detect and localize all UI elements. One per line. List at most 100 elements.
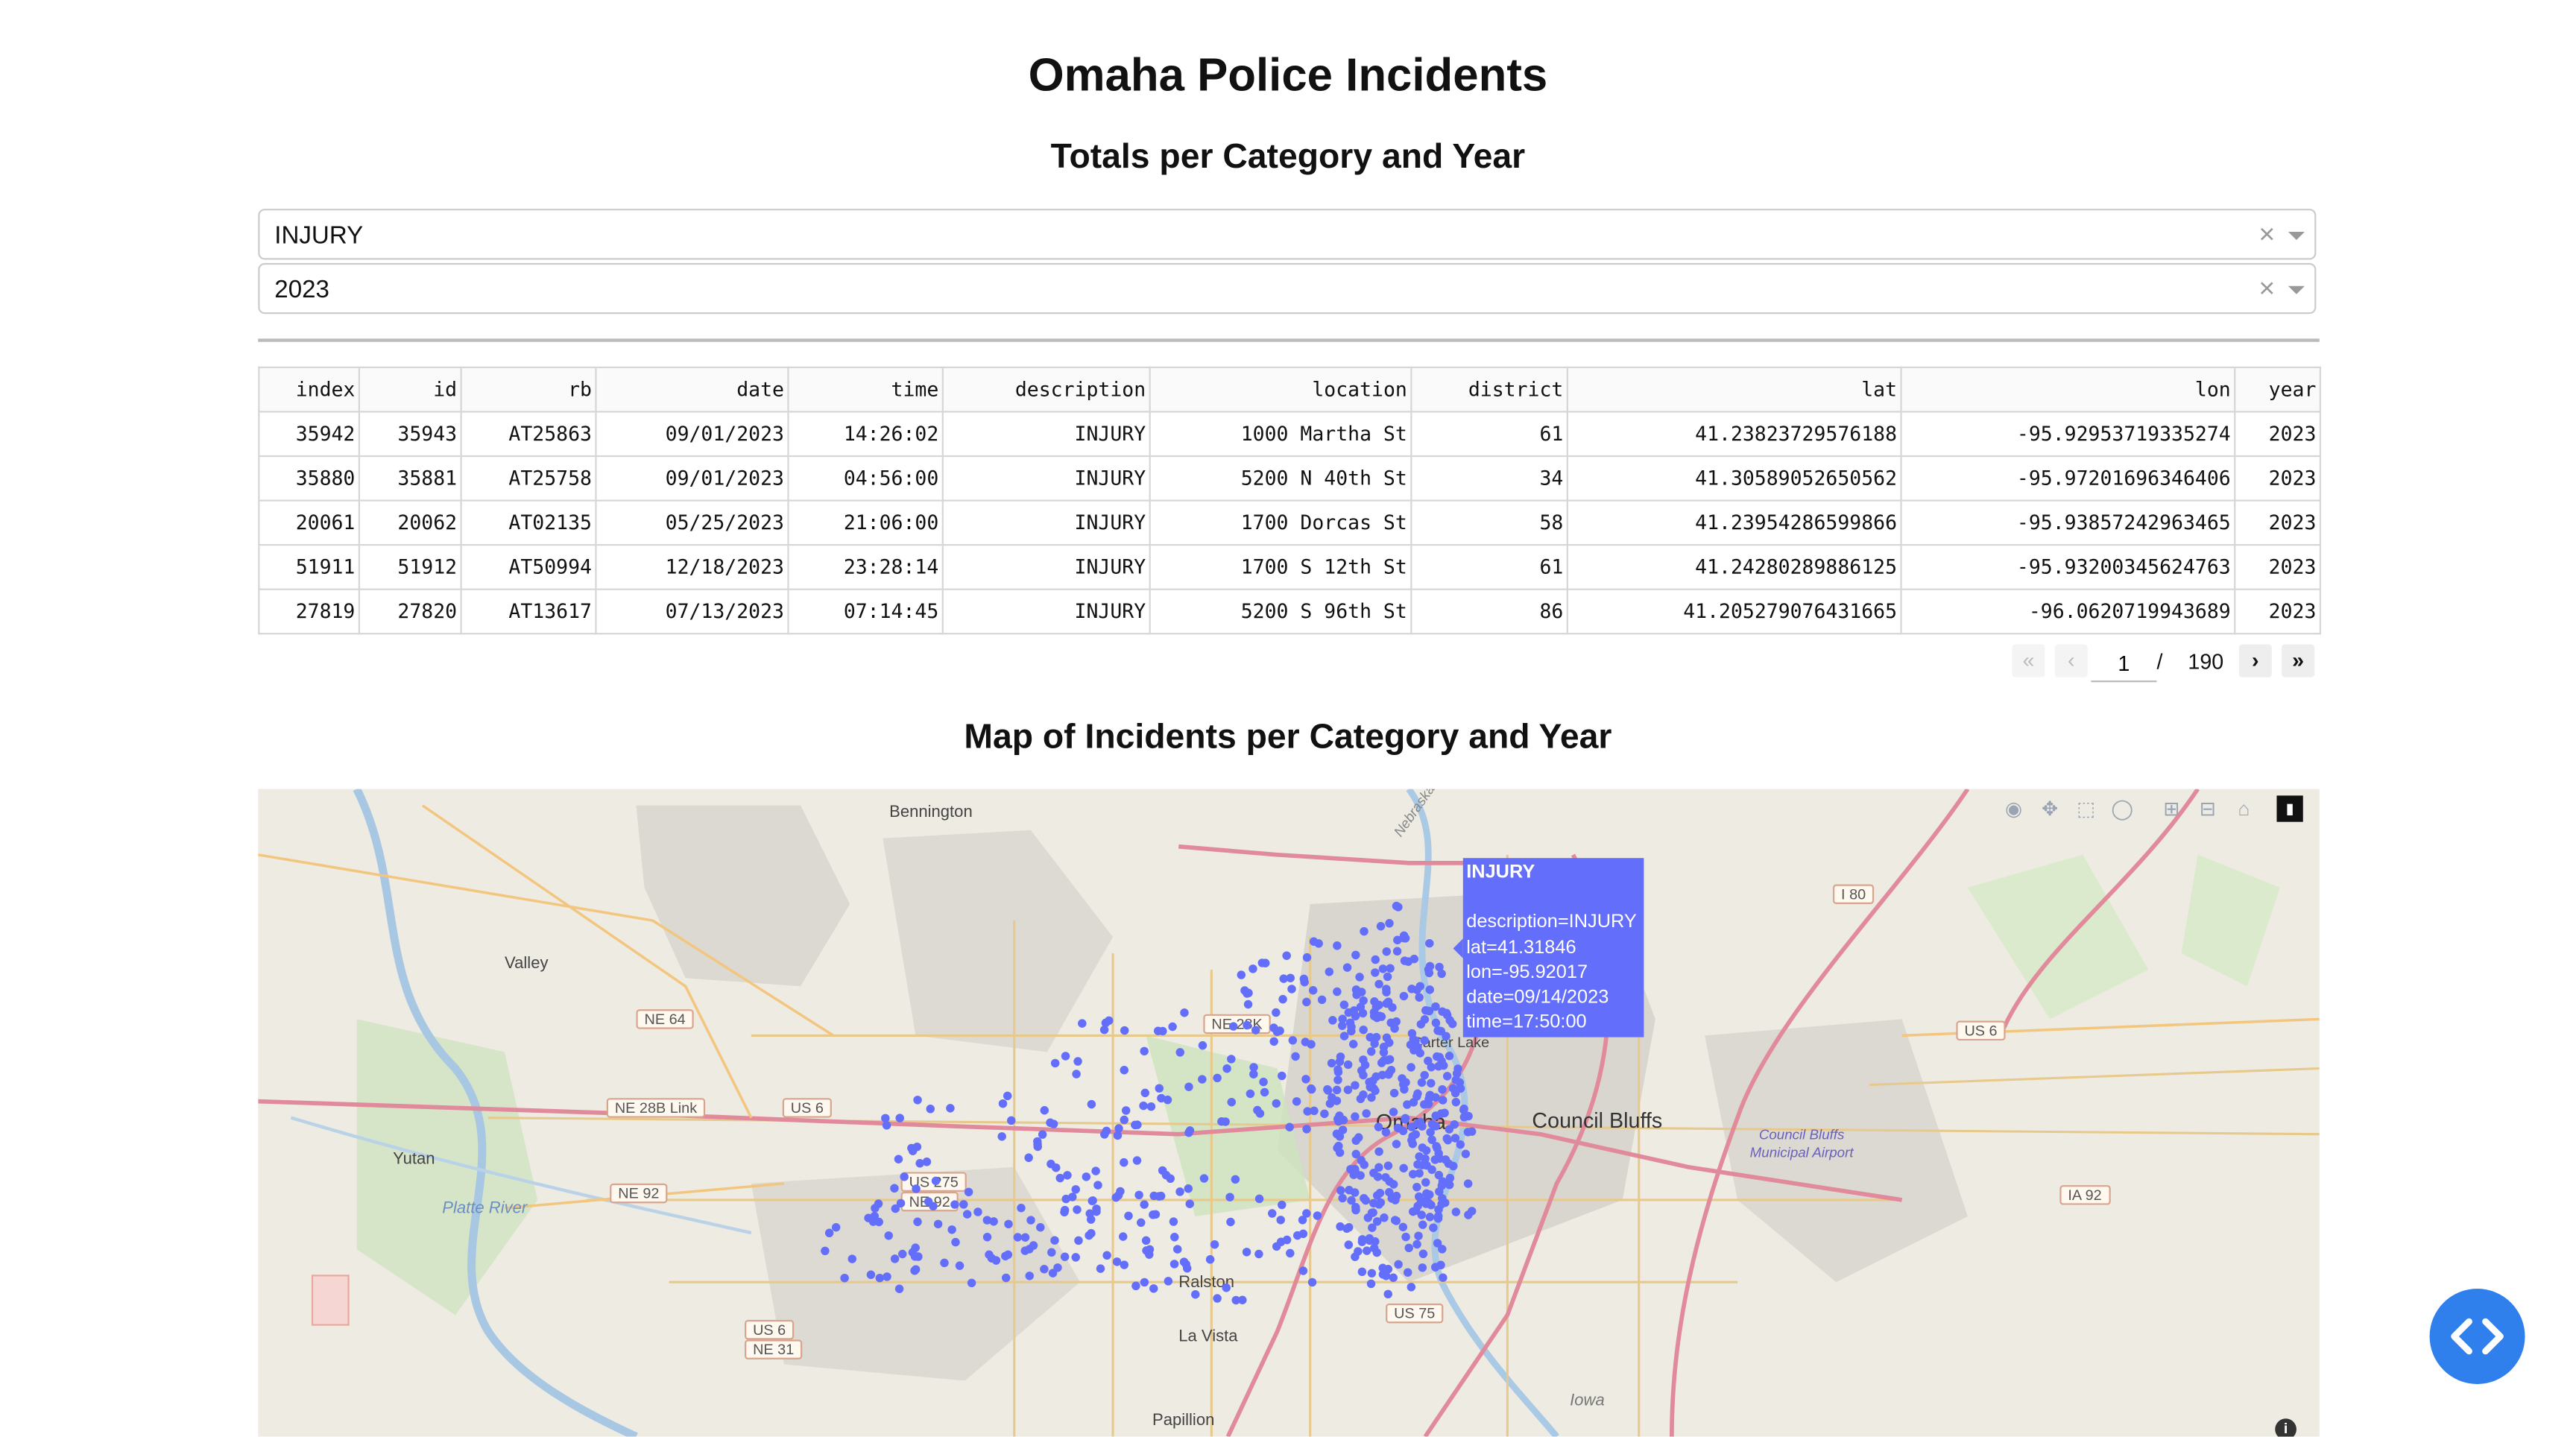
incident-marker[interactable] (1369, 1169, 1378, 1178)
incident-marker[interactable] (1399, 1163, 1408, 1173)
incident-marker[interactable] (1357, 1156, 1366, 1165)
incident-marker[interactable] (1424, 1006, 1434, 1016)
incident-marker[interactable] (1249, 1063, 1258, 1072)
incident-marker[interactable] (1024, 1153, 1033, 1162)
incident-marker[interactable] (1356, 1094, 1366, 1104)
incident-marker[interactable] (1437, 969, 1446, 979)
incident-marker[interactable] (1096, 1264, 1105, 1273)
incident-marker[interactable] (1381, 1128, 1391, 1137)
incident-marker[interactable] (1347, 1196, 1356, 1205)
incident-marker[interactable] (1372, 1217, 1382, 1226)
column-header[interactable]: district (1410, 366, 1568, 413)
incident-marker[interactable] (1409, 1169, 1418, 1179)
incident-marker[interactable] (1025, 1272, 1034, 1280)
table-cell[interactable]: AT13617 (460, 588, 597, 635)
incident-marker[interactable] (1227, 1055, 1236, 1064)
code-toggle-button[interactable] (2429, 1289, 2525, 1384)
next-page-button[interactable]: › (2238, 644, 2272, 678)
incident-marker[interactable] (1371, 1032, 1381, 1042)
incident-marker[interactable] (1456, 1084, 1465, 1093)
incident-marker[interactable] (1227, 1097, 1237, 1107)
table-cell[interactable]: AT25863 (460, 411, 597, 458)
incident-marker[interactable] (1387, 1194, 1397, 1203)
incident-marker[interactable] (1149, 1284, 1158, 1293)
incident-marker[interactable] (1082, 1172, 1091, 1181)
table-cell[interactable]: 27820 (358, 588, 462, 635)
incident-marker[interactable] (1046, 1118, 1055, 1128)
incident-marker[interactable] (1157, 1093, 1166, 1103)
incident-marker[interactable] (1088, 1196, 1097, 1205)
incident-marker[interactable] (1440, 1108, 1449, 1118)
incident-marker[interactable] (1351, 1252, 1360, 1261)
table-cell[interactable]: INJURY (941, 543, 1151, 590)
incident-marker[interactable] (997, 1132, 1006, 1141)
incident-marker[interactable] (1161, 1170, 1171, 1180)
incident-marker[interactable] (895, 1114, 904, 1122)
table-cell[interactable]: 35880 (258, 455, 360, 502)
incident-marker[interactable] (1360, 926, 1368, 936)
incident-marker[interactable] (1026, 1216, 1035, 1225)
incident-marker[interactable] (840, 1273, 849, 1283)
incident-marker[interactable] (1336, 1186, 1345, 1195)
incident-marker[interactable] (1272, 1099, 1281, 1108)
incident-marker[interactable] (1338, 1014, 1347, 1023)
incident-marker[interactable] (1339, 1032, 1349, 1040)
incident-marker[interactable] (1429, 1223, 1438, 1232)
incident-marker[interactable] (1372, 1248, 1381, 1257)
incident-marker[interactable] (868, 1217, 878, 1226)
incident-marker[interactable] (1401, 1232, 1410, 1242)
incident-marker[interactable] (1366, 1032, 1374, 1042)
incident-marker[interactable] (1145, 1250, 1154, 1259)
incident-marker[interactable] (1367, 1047, 1376, 1056)
incident-marker[interactable] (1299, 974, 1309, 984)
incident-marker[interactable] (1278, 1071, 1287, 1081)
incident-marker[interactable] (1417, 1210, 1426, 1219)
incident-marker[interactable] (1050, 1058, 1060, 1068)
incident-marker[interactable] (1374, 1147, 1383, 1156)
incident-marker[interactable] (964, 1187, 973, 1197)
incident-marker[interactable] (1140, 1200, 1149, 1209)
incident-marker[interactable] (1146, 1102, 1156, 1111)
incident-marker[interactable] (884, 1231, 893, 1240)
incident-marker[interactable] (947, 1225, 956, 1234)
incident-marker[interactable] (1359, 1070, 1368, 1080)
incident-marker[interactable] (1132, 1156, 1142, 1165)
column-header[interactable]: index (258, 366, 360, 413)
incident-marker[interactable] (1407, 1122, 1416, 1131)
incident-marker[interactable] (1433, 1026, 1442, 1035)
incident-marker[interactable] (1403, 1100, 1412, 1109)
incident-marker[interactable] (1068, 1193, 1077, 1201)
incident-marker[interactable] (1407, 1063, 1415, 1072)
incident-marker[interactable] (1385, 919, 1394, 928)
incident-marker[interactable] (1383, 972, 1392, 982)
incident-marker[interactable] (821, 1246, 830, 1256)
incident-marker[interactable] (1442, 1072, 1452, 1081)
incident-marker[interactable] (1175, 1187, 1184, 1196)
incident-marker[interactable] (1112, 1257, 1122, 1266)
incident-marker[interactable] (1120, 1026, 1129, 1035)
incident-marker[interactable] (1071, 1185, 1080, 1194)
incident-marker[interactable] (1369, 1198, 1378, 1208)
incident-marker[interactable] (881, 1114, 890, 1123)
chevron-down-icon[interactable] (2288, 285, 2305, 294)
incident-marker[interactable] (1278, 994, 1287, 1004)
incident-marker[interactable] (1389, 1273, 1398, 1282)
incident-marker[interactable] (900, 1172, 909, 1181)
incident-marker[interactable] (1205, 1255, 1215, 1264)
incident-marker[interactable] (1279, 974, 1288, 983)
table-cell[interactable]: 20061 (258, 499, 360, 546)
category-dropdown[interactable]: INJURY × (258, 209, 2317, 260)
incident-marker[interactable] (1213, 1294, 1222, 1303)
incident-marker[interactable] (1113, 1131, 1123, 1140)
incident-marker[interactable] (1370, 1039, 1379, 1048)
incident-marker[interactable] (1260, 1087, 1269, 1097)
incident-marker[interactable] (1366, 1082, 1374, 1092)
incident-marker[interactable] (1272, 1242, 1281, 1251)
incident-marker[interactable] (1362, 1109, 1371, 1118)
incident-marker[interactable] (1412, 985, 1421, 994)
incident-marker[interactable] (1254, 1249, 1263, 1259)
incident-marker[interactable] (1118, 1232, 1128, 1241)
incident-marker[interactable] (1418, 1122, 1427, 1131)
lasso-icon[interactable]: ◯ (2111, 797, 2133, 821)
incident-marker[interactable] (1086, 1215, 1096, 1224)
